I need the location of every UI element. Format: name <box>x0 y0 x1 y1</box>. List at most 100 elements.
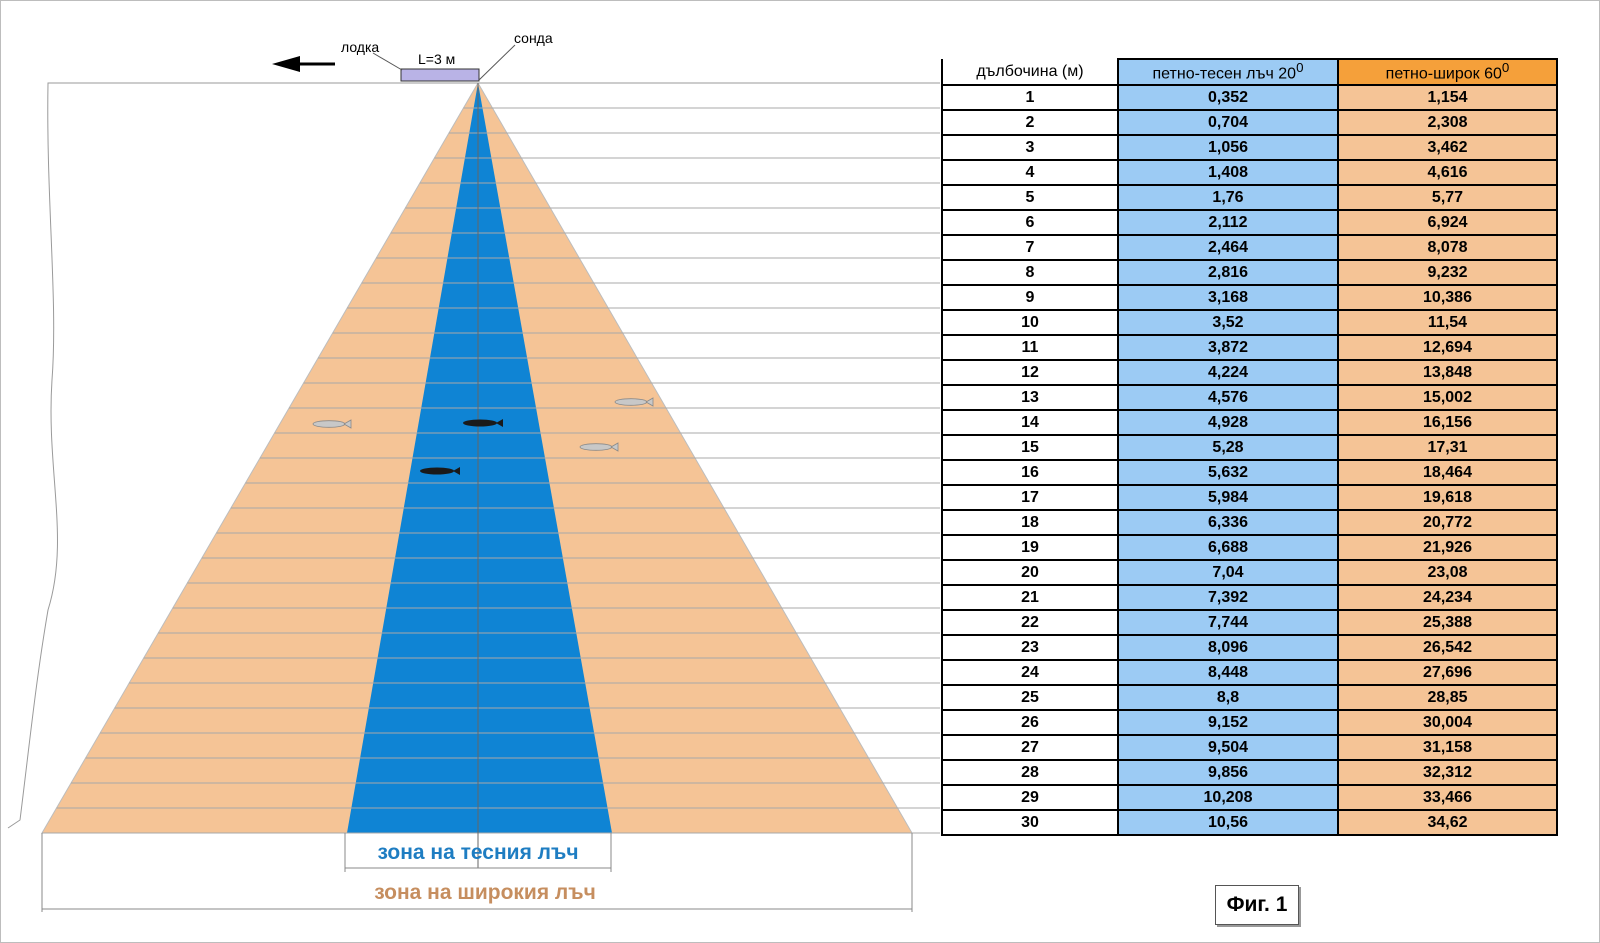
wide-spot-cell: 9,232 <box>1338 260 1558 286</box>
wide-spot-cell: 2,308 <box>1338 110 1558 136</box>
wide-spot-cell: 10,386 <box>1338 285 1558 311</box>
direction-arrow-head <box>272 56 300 72</box>
figure-label: Фиг. 1 <box>1215 885 1299 925</box>
wide-spot-cell: 25,388 <box>1338 610 1558 636</box>
narrow-spot-cell: 4,224 <box>1118 360 1339 386</box>
table-row: 24 8,448 27,696 <box>941 660 1558 686</box>
table-row: 22 7,744 25,388 <box>941 610 1558 636</box>
table-row: 16 5,632 18,464 <box>941 460 1558 486</box>
wide-spot-cell: 8,078 <box>1338 235 1558 261</box>
table-row: 4 1,408 4,616 <box>941 160 1558 186</box>
table-row: 14 4,928 16,156 <box>941 410 1558 436</box>
depth-cell: 19 <box>941 535 1119 561</box>
depth-cell: 26 <box>941 710 1119 736</box>
depth-cell: 30 <box>941 810 1119 836</box>
depth-cell: 1 <box>941 85 1119 111</box>
depth-cell: 20 <box>941 560 1119 586</box>
depth-cell: 18 <box>941 510 1119 536</box>
depth-lines <box>42 107 940 834</box>
boat-length-label: L=3 м <box>418 51 455 67</box>
narrow-spot-cell: 7,744 <box>1118 610 1339 636</box>
narrow-spot-cell: 10,208 <box>1118 785 1339 811</box>
depth-cell: 16 <box>941 460 1119 486</box>
narrow-spot-cell: 5,28 <box>1118 435 1339 461</box>
wide-spot-cell: 15,002 <box>1338 385 1558 411</box>
depth-cell: 15 <box>941 435 1119 461</box>
depth-cell: 28 <box>941 760 1119 786</box>
wide-spot-cell: 30,004 <box>1338 710 1558 736</box>
probe-label: сонда <box>514 30 553 46</box>
depth-cell: 17 <box>941 485 1119 511</box>
wide-spot-cell: 20,772 <box>1338 510 1558 536</box>
table-row: 11 3,872 12,694 <box>941 335 1558 361</box>
fish-icon <box>420 467 460 475</box>
narrow-spot-cell: 7,392 <box>1118 585 1339 611</box>
wide-spot-cell: 23,08 <box>1338 560 1558 586</box>
narrow-spot-cell: 1,056 <box>1118 135 1339 161</box>
narrow-spot-cell: 6,688 <box>1118 535 1339 561</box>
depth-cell: 14 <box>941 410 1119 436</box>
wide-zone-label: зона на широкия лъч <box>374 881 596 904</box>
narrow-spot-cell: 9,856 <box>1118 760 1339 786</box>
table-row: 10 3,52 11,54 <box>941 310 1558 336</box>
table-row: 5 1,76 5,77 <box>941 185 1558 211</box>
wide-spot-cell: 27,696 <box>1338 660 1558 686</box>
wide-spot-cell: 1,154 <box>1338 85 1558 111</box>
beam-spot-table: дълбочина (м) петно-тесен лъч 200 петно-… <box>941 58 1558 836</box>
narrow-spot-cell: 1,408 <box>1118 160 1339 186</box>
narrow-spot-cell: 8,448 <box>1118 660 1339 686</box>
table-row: 8 2,816 9,232 <box>941 260 1558 286</box>
narrow-spot-cell: 2,464 <box>1118 235 1339 261</box>
depth-cell: 24 <box>941 660 1119 686</box>
header-wide-beam: петно-широк 600 <box>1338 58 1558 86</box>
wide-spot-cell: 5,77 <box>1338 185 1558 211</box>
table-row: 17 5,984 19,618 <box>941 485 1558 511</box>
table-row: 2 0,704 2,308 <box>941 110 1558 136</box>
table-row: 6 2,112 6,924 <box>941 210 1558 236</box>
depth-cell: 22 <box>941 610 1119 636</box>
depth-cell: 27 <box>941 735 1119 761</box>
probe-leader-line <box>477 44 516 82</box>
narrow-spot-cell: 9,504 <box>1118 735 1339 761</box>
table-row: 23 8,096 26,542 <box>941 635 1558 661</box>
wide-spot-cell: 24,234 <box>1338 585 1558 611</box>
wide-spot-cell: 18,464 <box>1338 460 1558 486</box>
table-row: 28 9,856 32,312 <box>941 760 1558 786</box>
table-row: 19 6,688 21,926 <box>941 535 1558 561</box>
wide-spot-cell: 16,156 <box>1338 410 1558 436</box>
wide-spot-cell: 12,694 <box>1338 335 1558 361</box>
table-row: 29 10,208 33,466 <box>941 785 1558 811</box>
narrow-spot-cell: 4,928 <box>1118 410 1339 436</box>
fish-icon <box>463 419 503 427</box>
narrow-spot-cell: 5,984 <box>1118 485 1339 511</box>
fish-icon <box>579 442 619 452</box>
boat-label: лодка <box>341 39 379 55</box>
narrow-spot-cell: 10,56 <box>1118 810 1339 836</box>
header-narrow-text: петно-тесен лъч 20 <box>1152 65 1297 83</box>
narrow-spot-cell: 1,76 <box>1118 185 1339 211</box>
sonar-beam-diagram: лодка L=3 м сонда зона на тесния лъч зон… <box>7 30 940 912</box>
table-row: 13 4,576 15,002 <box>941 385 1558 411</box>
narrow-spot-cell: 3,52 <box>1118 310 1339 336</box>
table-row: 27 9,504 31,158 <box>941 735 1558 761</box>
boat-icon <box>400 68 480 82</box>
table-row: 21 7,392 24,234 <box>941 585 1558 611</box>
narrow-spot-cell: 8,8 <box>1118 685 1339 711</box>
narrow-spot-cell: 2,112 <box>1118 210 1339 236</box>
table-row: 18 6,336 20,772 <box>941 510 1558 536</box>
header-narrow-beam: петно-тесен лъч 200 <box>1118 58 1339 86</box>
table-header-row: дълбочина (м) петно-тесен лъч 200 петно-… <box>941 58 1558 86</box>
table-row: 12 4,224 13,848 <box>941 360 1558 386</box>
narrow-spot-cell: 3,872 <box>1118 335 1339 361</box>
wide-spot-cell: 31,158 <box>1338 735 1558 761</box>
wide-spot-cell: 28,85 <box>1338 685 1558 711</box>
table-row: 25 8,8 28,85 <box>941 685 1558 711</box>
wide-spot-cell: 6,924 <box>1338 210 1558 236</box>
wide-spot-cell: 21,926 <box>1338 535 1558 561</box>
fish-icon <box>614 397 654 407</box>
wide-spot-cell: 13,848 <box>1338 360 1558 386</box>
depth-cell: 9 <box>941 285 1119 311</box>
depth-cell: 11 <box>941 335 1119 361</box>
wide-spot-cell: 17,31 <box>1338 435 1558 461</box>
narrow-zone-label: зона на тесния лъч <box>377 841 578 864</box>
